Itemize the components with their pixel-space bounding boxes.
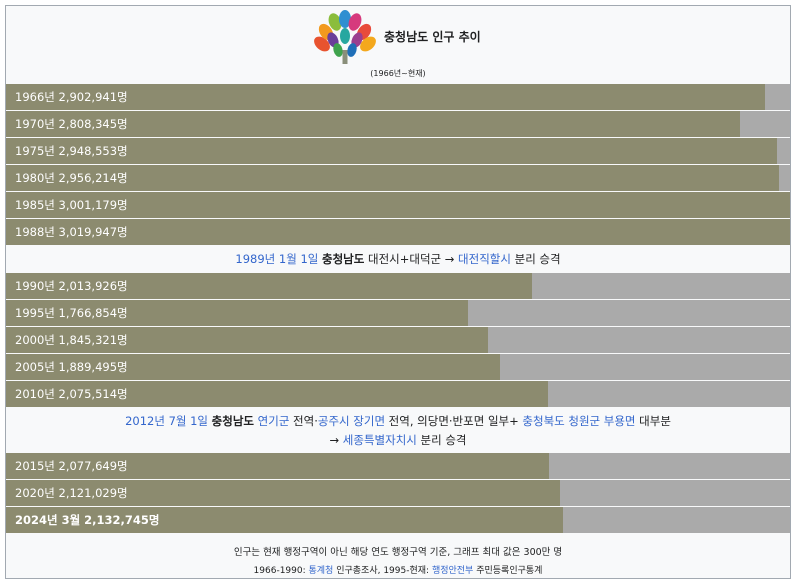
bar-2010 <box>6 381 549 407</box>
bar-row: 2000년 1,845,321명 <box>6 327 790 353</box>
bar-label-1975: 1975년 2,948,553명 <box>15 144 128 158</box>
bar-2015 <box>6 453 549 479</box>
chart-header: 충청남도 인구 추이 (1966년~현재) <box>6 6 790 84</box>
footer-note: 인구는 현재 행정구역이 아닌 해당 연도 행정구역 기준, 그래프 최대 값은… <box>233 547 563 558</box>
annotation-link[interactable]: 연기군 <box>257 414 290 428</box>
bar-label-1980: 1980년 2,956,214명 <box>15 171 128 185</box>
annotation-link[interactable]: 충청북도 청원군 부용면 <box>522 414 636 428</box>
bar-label-2020: 2020년 2,121,029명 <box>15 486 128 500</box>
bar-row: 1975년 2,948,553명 <box>6 138 790 164</box>
annotation-link[interactable]: 1989년 1월 1일 <box>235 252 319 266</box>
source-link-statistics-korea[interactable]: 통계청 <box>308 566 334 576</box>
annotation-text: → <box>329 433 343 447</box>
bar-label-1966: 1966년 2,902,941명 <box>15 90 128 104</box>
bar-row: 1990년 2,013,926명 <box>6 273 790 299</box>
bar-row: 1988년 3,019,947명 <box>6 219 790 245</box>
annotation-link[interactable]: 공주시 장기면 <box>317 414 386 428</box>
annotation-link[interactable]: 대전직할시 <box>458 252 511 266</box>
chart-footer: 인구는 현재 행정구역이 아닌 해당 연도 행정구역 기준, 그래프 최대 값은… <box>6 538 790 578</box>
annotation-text: 분리 승격 <box>416 433 467 447</box>
bar-label-2010: 2010년 2,075,514명 <box>15 387 128 401</box>
bar-label-1970: 1970년 2,808,345명 <box>15 117 128 131</box>
bar-row: 2024년 3월 2,132,745명 <box>6 507 790 533</box>
bar-1985 <box>6 192 790 218</box>
bar-row: 2015년 2,077,649명 <box>6 453 790 479</box>
chart-title: 충청남도 인구 추이 <box>384 30 481 44</box>
annotation-line: → 세종특별자치시 분리 승격 <box>6 432 790 448</box>
bar-label-2005: 2005년 1,889,495명 <box>15 360 128 374</box>
bar-row: 2010년 2,075,514명 <box>6 381 790 407</box>
bar-1995 <box>6 300 468 326</box>
bar-label-2024: 2024년 3월 2,132,745명 <box>15 513 160 527</box>
bar-1966 <box>6 84 765 110</box>
annotation-link[interactable]: 세종특별자치시 <box>342 433 417 447</box>
bar-1975 <box>6 138 777 164</box>
bar-1980 <box>6 165 779 191</box>
bar-1970 <box>6 111 740 137</box>
annotation-text: 대전시+대덕군 → <box>364 252 459 266</box>
bar-label-1985: 1985년 3,001,179명 <box>15 198 128 212</box>
annotation-line: 1989년 1월 1일 충청남도 대전시+대덕군 → 대전직할시 분리 승격 <box>6 251 790 267</box>
annotation-note: 1989년 1월 1일 충청남도 대전시+대덕군 → 대전직할시 분리 승격 <box>6 246 790 272</box>
population-chart: 충청남도 인구 추이 (1966년~현재) 1966년 2,902,941명 19… <box>5 5 791 579</box>
chart-rows: 1966년 2,902,941명 1970년 2,808,345명 1975년 2,… <box>6 84 790 534</box>
annotation-line: 2012년 7월 1일 충청남도 연기군 전역·공주시 장기면 전역, 의당면·… <box>6 413 790 429</box>
chungcheongnam-do-tree-logo-icon <box>314 10 376 64</box>
annotation-text: 전역, 의당면·반포면 일부+ <box>385 414 523 428</box>
footer-source-text-2: 인구총조사, 1995-현재: <box>333 566 432 576</box>
bar-2024 <box>6 507 564 533</box>
bar-2000 <box>6 327 489 353</box>
bar-row: 2020년 2,121,029명 <box>6 480 790 506</box>
bar-row: 1985년 3,001,179명 <box>6 192 790 218</box>
bar-2020 <box>6 480 561 506</box>
footer-source-text-3: 주민등록인구통계 <box>473 566 543 576</box>
bar-label-1990: 1990년 2,013,926명 <box>15 279 128 293</box>
footer-source-text-1: 1966-1990: <box>253 566 309 576</box>
bar-1990 <box>6 273 533 299</box>
bar-row: 2005년 1,889,495명 <box>6 354 790 380</box>
footer-source: 1966-1990: 통계청 인구총조사, 1995-현재: 행정안전부 주민등… <box>6 563 790 576</box>
source-link-ministry-of-interior[interactable]: 행정안전부 <box>431 566 474 576</box>
bar-row: 1995년 1,766,854명 <box>6 300 790 326</box>
bar-2005 <box>6 354 500 380</box>
annotation-link[interactable]: 2012년 7월 1일 <box>125 414 209 428</box>
bar-label-2000: 2000년 1,845,321명 <box>15 333 128 347</box>
bar-row: 1970년 2,808,345명 <box>6 111 790 137</box>
bar-label-1988: 1988년 3,019,947명 <box>15 225 128 239</box>
bar-label-1995: 1995년 1,766,854명 <box>15 306 128 320</box>
bar-1988 <box>6 219 790 245</box>
annotation-text: 대부분 <box>635 414 671 428</box>
annotation-text: 분리 승격 <box>510 252 561 266</box>
bar-label-2015: 2015년 2,077,649명 <box>15 459 128 473</box>
annotation-text: 전역· <box>289 414 318 428</box>
chart-subtitle: (1966년~현재) <box>370 69 426 78</box>
bar-row: 1966년 2,902,941명 <box>6 84 790 110</box>
annotation-region: 충청남도 <box>211 414 254 428</box>
annotation-note: 2012년 7월 1일 충청남도 연기군 전역·공주시 장기면 전역, 의당면·… <box>6 408 790 452</box>
bar-row: 1980년 2,956,214명 <box>6 165 790 191</box>
annotation-region: 충청남도 <box>322 252 365 266</box>
